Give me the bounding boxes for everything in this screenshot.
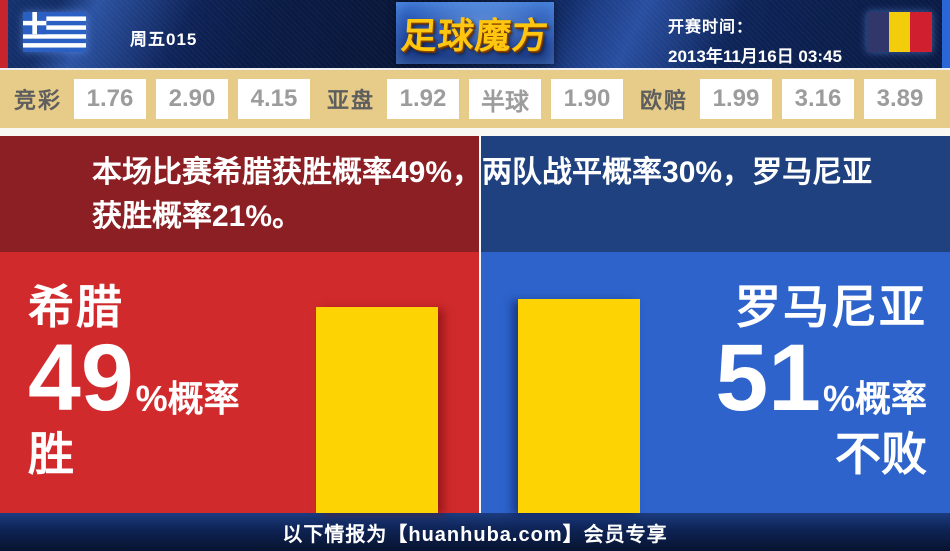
site-logo[interactable]: 足球魔方 xyxy=(396,2,554,64)
romania-flag-red-stripe xyxy=(910,12,933,52)
away-team-name: 罗马尼亚 xyxy=(735,281,927,333)
away-probability-row: 51 %概率 xyxy=(715,325,927,431)
home-summary-background xyxy=(0,136,479,252)
romania-flag-yellow-stripe xyxy=(888,12,911,52)
odds-handicap-box: 半球 xyxy=(469,79,541,119)
member-notice-bar: 以下情报为【huanhuba.com】会员专享 xyxy=(0,513,950,551)
home-team-block: 希腊 49 %概率 胜 xyxy=(28,282,240,480)
match-summary-text: 本场比赛希腊获胜概率49%，两队战平概率30%，罗马尼亚获胜概率21%。 xyxy=(92,156,873,233)
greece-flag-icon xyxy=(23,12,86,52)
away-probability-value: 51 xyxy=(715,325,821,431)
away-probability-suffix: %概率 xyxy=(822,378,927,419)
romania-flag-icon xyxy=(867,12,933,52)
greece-flag-svg xyxy=(23,12,86,52)
top-bar: 周五015 足球魔方 开赛时间： 2013年11月16日 03:45 xyxy=(0,0,950,68)
odds-label-oupei: 欧赔 xyxy=(639,88,688,113)
match-code: 周五015 xyxy=(130,30,198,49)
odds-group-jingcai: 竞彩 1.76 2.90 4.15 xyxy=(14,79,311,119)
odds-label-jingcai: 竞彩 xyxy=(14,88,63,113)
odds-value-box: 3.89 xyxy=(863,79,936,119)
home-probability-value: 49 xyxy=(28,325,134,431)
away-probability-bar xyxy=(518,299,640,513)
kickoff-time-block: 开赛时间： 2013年11月16日 03:45 xyxy=(668,13,842,67)
away-summary-background xyxy=(481,136,950,252)
odds-value-box: 1.92 xyxy=(387,79,459,119)
odds-value-box: 2.90 xyxy=(156,79,229,119)
odds-group-oupei: 欧赔 1.99 3.16 3.89 xyxy=(640,79,936,119)
home-probability-bar xyxy=(316,307,438,513)
home-outcome-label: 胜 xyxy=(28,428,74,480)
right-blue-edge-strip xyxy=(942,0,950,68)
site-logo-text: 足球魔方 xyxy=(399,15,551,56)
divider-strip xyxy=(0,128,950,136)
kickoff-label: 开赛时间： xyxy=(668,19,754,36)
home-probability-suffix: %概率 xyxy=(135,378,240,419)
odds-label-yapan: 亚盘 xyxy=(326,88,375,113)
odds-group-yapan: 亚盘 1.92 半球 1.90 xyxy=(327,79,623,119)
odds-value-box: 1.99 xyxy=(699,79,772,119)
odds-value-box: 4.15 xyxy=(238,79,311,119)
odds-value-box: 1.76 xyxy=(74,79,147,119)
home-team-name: 希腊 xyxy=(28,281,124,333)
left-red-edge-strip xyxy=(0,0,8,68)
kickoff-datetime: 2013年11月16日 03:45 xyxy=(668,47,842,66)
odds-value-box: 3.16 xyxy=(781,79,854,119)
romania-flag-blue-stripe xyxy=(867,12,889,52)
home-probability-row: 49 %概率 xyxy=(28,325,240,431)
away-outcome-label: 不败 xyxy=(835,428,927,480)
away-team-block: 罗马尼亚 51 %概率 不败 xyxy=(715,282,927,480)
odds-value-box: 1.90 xyxy=(551,79,623,119)
probability-panel: 本场比赛希腊获胜概率49%，两队战平概率30%，罗马尼亚获胜概率21%。 希腊 … xyxy=(0,136,950,513)
odds-bar: 竞彩 1.76 2.90 4.15 亚盘 1.92 半球 1.90 欧赔 1.9… xyxy=(0,68,950,128)
